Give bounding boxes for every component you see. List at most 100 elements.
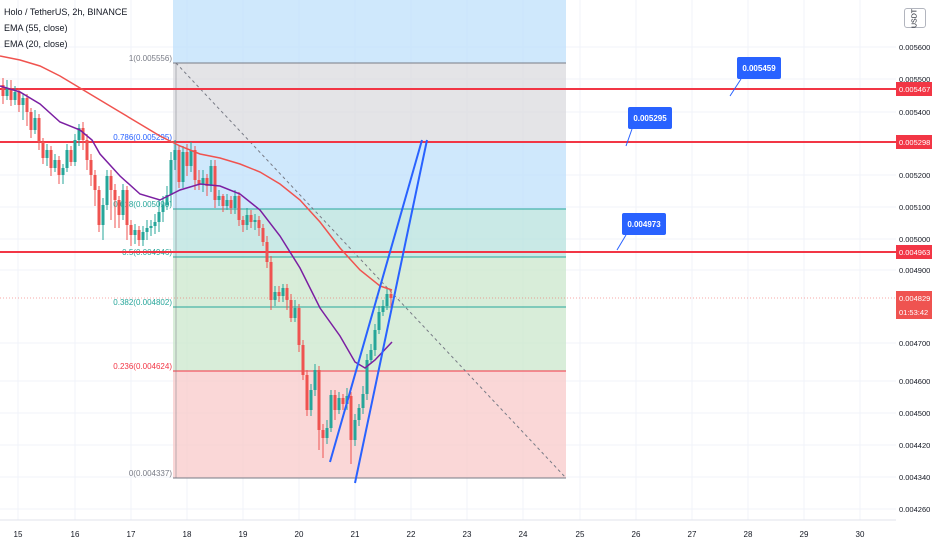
price-label-text: 0.005298 [899, 138, 930, 147]
ema20-line [0, 85, 393, 369]
price-label-text: 0.004829 [899, 294, 930, 303]
candle-body [209, 166, 213, 186]
candle-body [205, 178, 209, 186]
candle [145, 220, 149, 240]
price-callout: 0.005459 [729, 57, 781, 97]
candle [321, 424, 325, 458]
candle [65, 144, 69, 172]
candle [61, 164, 65, 184]
time-tick-label: 17 [127, 530, 136, 539]
candle [93, 170, 97, 206]
candle [257, 216, 261, 236]
candle-body [225, 200, 229, 206]
candle-body [29, 112, 33, 130]
callout-text: 0.005295 [633, 114, 667, 123]
price-tick-label: 0.004600 [899, 377, 930, 386]
time-tick-label: 27 [688, 530, 697, 539]
time-tick-label: 21 [351, 530, 360, 539]
candle-body [337, 398, 341, 410]
candle [53, 154, 57, 172]
candle [233, 190, 237, 214]
candle [149, 220, 153, 236]
price-label-hline: 0.005467 [896, 82, 932, 96]
candle-body [165, 195, 169, 205]
candle [201, 170, 205, 192]
candle [137, 226, 141, 246]
candle [229, 196, 233, 214]
candle [89, 154, 93, 186]
candle [365, 354, 369, 400]
candle [225, 194, 229, 210]
currency-selector[interactable]: USDT [904, 8, 926, 28]
price-label-hline: 0.005298 [896, 135, 932, 149]
candle-body [233, 196, 237, 208]
fib-zone [173, 257, 566, 307]
candle-body [197, 180, 201, 184]
fib-level-label: 0.236(0.004624) [113, 362, 172, 371]
ema20-legend: EMA (20, close) [4, 39, 68, 49]
candle-body [117, 200, 121, 215]
candle-body [65, 150, 69, 168]
candle [337, 392, 341, 414]
price-label-text: 0.004963 [899, 248, 930, 257]
candle [129, 220, 133, 246]
candle-body [365, 360, 369, 394]
callout-pointer [729, 78, 742, 97]
candle-body [201, 178, 205, 184]
candle-body [293, 308, 297, 318]
candle-body [49, 150, 53, 168]
candle-body [25, 98, 29, 112]
candle [105, 170, 109, 210]
candle-body [321, 430, 325, 438]
candle-body [181, 152, 185, 182]
price-tick-label: 0.004340 [899, 473, 930, 482]
candles [1, 78, 393, 464]
candle-body [297, 308, 301, 345]
price-label-box [896, 135, 932, 149]
candle [349, 392, 353, 464]
time-tick-label: 29 [800, 530, 809, 539]
candle [277, 286, 281, 302]
price-label-box [896, 245, 932, 259]
fib-zone [173, 209, 566, 257]
candle [109, 170, 113, 220]
candle-body [153, 222, 157, 226]
candle [237, 192, 241, 226]
time-tick-label: 26 [632, 530, 641, 539]
candle [1, 78, 5, 104]
candle [173, 140, 177, 170]
candle-body [229, 200, 233, 208]
candle [181, 146, 185, 188]
price-tick-label: 0.005500 [899, 75, 930, 84]
candle-body [217, 196, 221, 200]
price-label-text: 0.005467 [899, 85, 930, 94]
candle [265, 236, 269, 268]
candle-body [129, 225, 133, 235]
ema55-line [0, 55, 393, 291]
candle [325, 420, 329, 444]
candle-body [1, 85, 5, 96]
time-tick-label: 30 [856, 530, 865, 539]
candle [253, 214, 257, 230]
candle [385, 288, 389, 310]
fib-zone [173, 307, 566, 371]
candle-body [349, 396, 353, 440]
candle [101, 198, 105, 240]
fib-zone [173, 142, 566, 209]
fib-zone [173, 371, 566, 478]
candle [57, 156, 61, 184]
candle [45, 144, 49, 166]
candle-body [317, 370, 321, 430]
candle [13, 86, 17, 105]
candle-body [137, 230, 141, 240]
candle-body [341, 398, 345, 404]
candle [113, 184, 117, 228]
candle [37, 114, 41, 150]
candle-body [257, 220, 261, 228]
candle [329, 390, 333, 432]
ema55-legend: EMA (55, close) [4, 23, 68, 33]
candle [141, 226, 145, 246]
candle-body [161, 205, 165, 212]
time-tick-label: 15 [14, 530, 23, 539]
